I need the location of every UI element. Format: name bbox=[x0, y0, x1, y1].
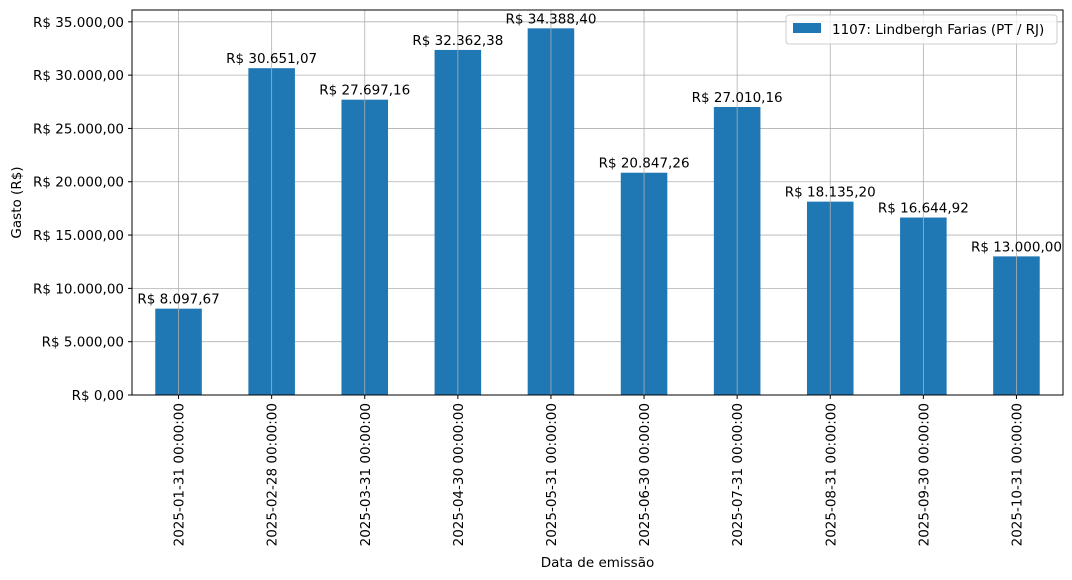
x-axis-title: Data de emissão bbox=[541, 555, 655, 571]
x-axis-ticks: 2025-01-31 00:00:00 2025-02-28 00:00:00 20… bbox=[172, 395, 1025, 546]
y-tick-label: R$ 5.000,00 bbox=[42, 335, 124, 351]
legend: 1107: Lindbergh Farias (PT / RJ) bbox=[785, 14, 1058, 45]
y-axis-title: Gasto (R$) bbox=[9, 166, 25, 238]
data-label: R$ 8.097,67 bbox=[137, 292, 219, 308]
legend-label: 1107: Lindbergh Farias (PT / RJ) bbox=[832, 22, 1044, 38]
data-label: R$ 13.000,00 bbox=[971, 239, 1062, 255]
data-label: R$ 27.010,16 bbox=[692, 90, 783, 106]
data-label: R$ 27.697,16 bbox=[319, 83, 410, 99]
x-tick-label: 2025-07-31 00:00:00 bbox=[730, 403, 746, 546]
data-labels: R$ 8.097,67 R$ 30.651,07R$ 27.697,16 R$ 32… bbox=[137, 11, 1062, 307]
x-tick-label: 2025-10-31 00:00:00 bbox=[1009, 403, 1025, 546]
data-label: R$ 32.362,38 bbox=[412, 33, 503, 49]
y-tick-label: R$ 0,00 bbox=[72, 388, 124, 404]
x-tick-label: 2025-08-31 00:00:00 bbox=[823, 403, 839, 546]
x-tick-label: 2025-09-30 00:00:00 bbox=[916, 403, 932, 546]
legend-box bbox=[785, 14, 1058, 45]
x-tick-label: 2025-04-30 00:00:00 bbox=[451, 403, 467, 546]
x-tick-label: 2025-06-30 00:00:00 bbox=[637, 403, 653, 546]
legend-swatch bbox=[793, 23, 821, 33]
data-label: R$ 18.135,20 bbox=[785, 185, 876, 201]
y-tick-label: R$ 25.000,00 bbox=[33, 121, 124, 137]
y-axis-ticks: R$ 0,00 R$ 5.000,00 R$ 10.000,00 R$ 15.000,… bbox=[33, 15, 132, 404]
x-tick-label: 2025-03-31 00:00:00 bbox=[358, 403, 374, 546]
x-tick-label: 2025-05-31 00:00:00 bbox=[544, 403, 560, 546]
x-grid bbox=[178, 10, 1017, 395]
y-tick-label: R$ 15.000,00 bbox=[33, 228, 124, 244]
y-tick-label: R$ 35.000,00 bbox=[33, 15, 124, 31]
y-tick-label: R$ 10.000,00 bbox=[33, 281, 124, 297]
data-label: R$ 34.388,40 bbox=[505, 11, 596, 27]
x-tick-label: 2025-01-31 00:00:00 bbox=[172, 403, 188, 546]
x-tick-label: 2025-02-28 00:00:00 bbox=[265, 403, 281, 546]
data-label: R$ 20.847,26 bbox=[599, 156, 690, 172]
data-label: R$ 30.651,07 bbox=[226, 51, 317, 67]
y-tick-label: R$ 20.000,00 bbox=[33, 175, 124, 191]
plot-frame bbox=[131, 9, 1064, 396]
data-label: R$ 16.644,92 bbox=[878, 201, 969, 217]
y-tick-label: R$ 30.000,00 bbox=[33, 68, 124, 84]
